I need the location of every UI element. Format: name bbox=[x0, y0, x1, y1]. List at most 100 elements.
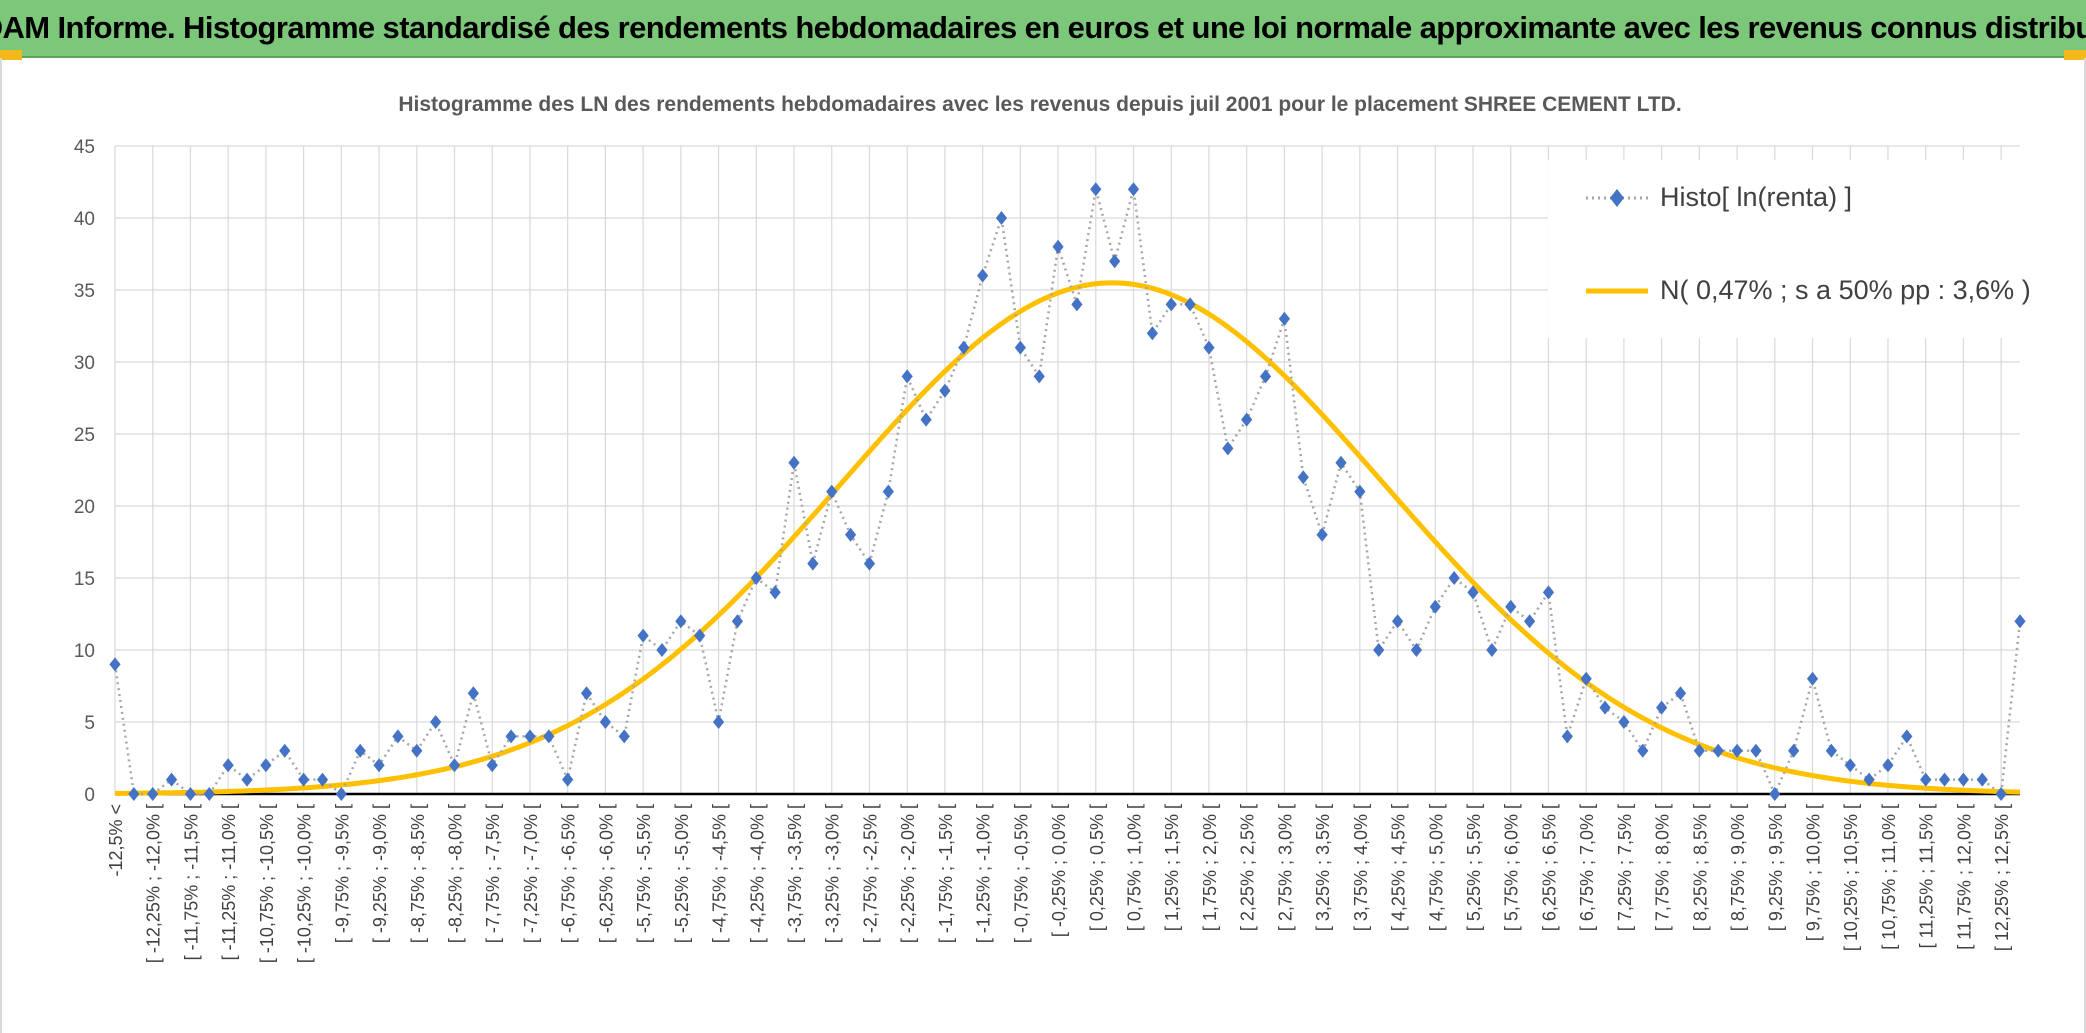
x-tick-label: [ 7,75% ; 8,0% [ bbox=[1653, 804, 1673, 931]
x-tick-label: [ 6,25% ; 6,5% [ bbox=[1539, 804, 1559, 931]
x-tick-label: [ -3,75% ; -3,5% [ bbox=[785, 804, 805, 943]
x-tick-label: [ 11,25% ; 11,5% [ bbox=[1917, 804, 1937, 948]
histogram-point bbox=[939, 383, 951, 398]
histogram-point bbox=[1901, 729, 1913, 744]
histogram-point bbox=[750, 571, 762, 585]
histogram-markers bbox=[109, 182, 2026, 801]
legend-histogram-label: Histo[ ln(renta) ] bbox=[1660, 182, 1853, 212]
histogram-point bbox=[147, 787, 159, 801]
histogram-point bbox=[1052, 239, 1064, 254]
histogram-point bbox=[1995, 787, 2007, 801]
histogram-point bbox=[392, 729, 404, 744]
histogram-point bbox=[241, 772, 253, 787]
histogram-point bbox=[1637, 743, 1649, 758]
banner-corner-accent-right bbox=[2064, 50, 2086, 60]
histogram-point bbox=[1656, 700, 1668, 715]
histogram-point bbox=[1938, 772, 1951, 787]
legend-normal-label: N( 0,47% ; s a 50% pp : 3,6% ) bbox=[1660, 275, 2031, 305]
x-tick-label: [ -10,25% ; -10,0% [ bbox=[295, 804, 315, 963]
x-tick-label: [ -10,75% ; -10,5% [ bbox=[257, 804, 277, 963]
histogram-point bbox=[1184, 297, 1196, 312]
x-tick-label: [ -0,75% ; -0,5% [ bbox=[1011, 804, 1031, 943]
histogram-point bbox=[1354, 484, 1366, 499]
histogram-point bbox=[1731, 743, 1743, 758]
histogram-point bbox=[882, 484, 894, 499]
histogram-point bbox=[1316, 527, 1328, 542]
histogram-point bbox=[580, 686, 593, 701]
histogram-point bbox=[505, 729, 517, 744]
histogram-point bbox=[1297, 470, 1309, 485]
legend: Histo[ ln(renta) ] N( 0,47% ; s a 50% pp… bbox=[1548, 160, 2031, 338]
histogram-point bbox=[260, 758, 272, 773]
histogram-point bbox=[203, 787, 215, 801]
histogram-point bbox=[1524, 614, 1536, 629]
histogram-point bbox=[618, 729, 630, 744]
histogram-point bbox=[1090, 182, 1102, 197]
histogram-point bbox=[844, 527, 857, 542]
histogram-point bbox=[1373, 643, 1385, 657]
histogram-point bbox=[1788, 743, 1800, 758]
x-tick-label: [ -2,75% ; -2,5% [ bbox=[860, 804, 880, 943]
histogram-point bbox=[1693, 743, 1705, 758]
histogram-point bbox=[675, 614, 687, 629]
y-tick-label: 20 bbox=[74, 497, 95, 518]
histogram-point bbox=[1127, 182, 1140, 197]
y-tick-label: 5 bbox=[84, 713, 95, 734]
x-tick-label: [ 0,25% ; 0,5% [ bbox=[1087, 804, 1107, 931]
y-tick-label: 45 bbox=[74, 137, 95, 158]
histogram-point bbox=[637, 628, 649, 643]
histogram-point bbox=[1222, 441, 1234, 456]
histogram-point bbox=[430, 715, 442, 729]
histogram-point bbox=[1806, 671, 1819, 686]
histogram-point bbox=[712, 715, 725, 729]
histogram-point bbox=[316, 772, 329, 787]
histogram-point bbox=[1712, 743, 1724, 758]
histogram-point bbox=[1505, 599, 1517, 614]
histogram-point bbox=[1561, 729, 1573, 744]
legend-item-histogram: Histo[ ln(renta) ] bbox=[1584, 182, 1852, 213]
x-tick-label: [ -3,25% ; -3,0% [ bbox=[823, 804, 843, 943]
x-tick-label: [ -6,75% ; -6,5% [ bbox=[559, 804, 579, 943]
histogram-point bbox=[1920, 772, 1932, 787]
histogram-point bbox=[807, 556, 819, 571]
legend-item-normal: N( 0,47% ; s a 50% pp : 3,6% ) bbox=[1584, 275, 2031, 306]
histogram-point bbox=[826, 484, 838, 499]
banner-corner-accent-left bbox=[0, 50, 22, 60]
y-tick-label: 25 bbox=[74, 425, 95, 446]
x-tick-label: [ 12,25% ; 12,5% [ bbox=[1992, 804, 2012, 951]
histogram-point bbox=[279, 743, 291, 758]
x-tick-label: [ -9,25% ; -9,0% [ bbox=[370, 804, 390, 943]
x-tick-label: [ -12,25% ; -12,0% [ bbox=[144, 804, 164, 963]
x-tick-label: [ -7,75% ; -7,5% [ bbox=[483, 804, 503, 943]
report-banner: ADAM Informe. Histogramme standardisé de… bbox=[0, 0, 2086, 60]
x-tick-label: [ -0,25% ; 0,0% [ bbox=[1049, 804, 1069, 937]
histogram-point bbox=[788, 455, 800, 470]
y-tick-label: 10 bbox=[74, 641, 95, 662]
normal-curve-line bbox=[114, 280, 2021, 796]
x-tick-label: [ 0,75% ; 1,0% [ bbox=[1125, 804, 1145, 931]
histogram-point bbox=[1599, 700, 1611, 715]
x-tick-label: [ 1,75% ; 2,0% [ bbox=[1200, 804, 1220, 931]
histogram-point bbox=[1165, 297, 1177, 312]
y-tick-label: 15 bbox=[74, 569, 95, 590]
histogram-point bbox=[1410, 643, 1423, 657]
x-tick-label: [ 8,75% ; 9,0% [ bbox=[1728, 804, 1748, 931]
histogram-point bbox=[1259, 369, 1272, 384]
histogram-point bbox=[1769, 787, 1781, 801]
histogram-point bbox=[599, 715, 611, 729]
x-tick-label: [ 2,25% ; 2,5% [ bbox=[1238, 804, 1258, 931]
histogram-point bbox=[1448, 571, 1460, 585]
histogram-point bbox=[1467, 585, 1479, 600]
histogram-point bbox=[1580, 671, 1592, 686]
x-tick-label: [ 4,25% ; 4,5% [ bbox=[1389, 804, 1409, 931]
x-tick-label: [ -5,75% ; -5,5% [ bbox=[634, 804, 654, 943]
x-tick-label: [ -1,75% ; -1,5% [ bbox=[936, 804, 956, 943]
x-tick-label: [ 4,75% ; 5,0% [ bbox=[1426, 804, 1446, 931]
y-tick-label: 35 bbox=[74, 281, 95, 302]
histogram-point bbox=[694, 628, 706, 643]
histogram-point bbox=[1618, 715, 1630, 729]
histogram-point bbox=[1863, 772, 1875, 787]
x-tick-label: [ 6,75% ; 7,0% [ bbox=[1577, 804, 1597, 931]
histogram-point bbox=[731, 614, 744, 629]
report-title: ADAM Informe. Histogramme standardisé de… bbox=[0, 10, 2086, 45]
